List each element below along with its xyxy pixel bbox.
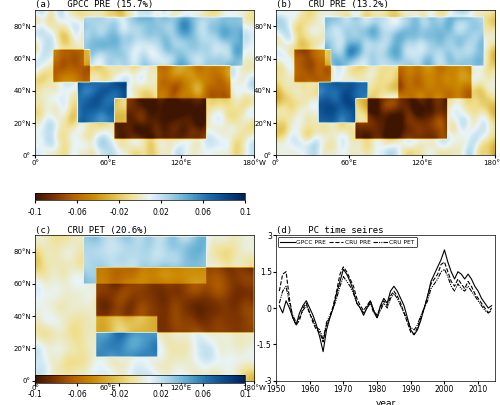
Text: (b)   CRU PRE (13.2%): (b) CRU PRE (13.2%) bbox=[276, 0, 389, 9]
Line: CRU PET: CRU PET bbox=[280, 269, 492, 339]
Line: CRU PRE: CRU PRE bbox=[280, 262, 492, 342]
CRU PET bbox=[304, 303, 310, 308]
CRU PRE bbox=[398, 301, 404, 306]
CRU PRE bbox=[368, 298, 374, 303]
CRU PET bbox=[384, 306, 390, 311]
GPCC PRE bbox=[488, 303, 494, 308]
CRU PET bbox=[488, 308, 494, 313]
GPCC PRE bbox=[398, 296, 404, 301]
CRU PET bbox=[368, 301, 374, 306]
CRU PRE bbox=[418, 315, 424, 320]
GPCC PRE bbox=[304, 298, 310, 303]
CRU PET bbox=[418, 313, 424, 318]
Line: GPCC PRE: GPCC PRE bbox=[280, 250, 492, 352]
CRU PRE bbox=[414, 325, 420, 330]
GPCC PRE bbox=[320, 349, 326, 354]
CRU PET bbox=[276, 301, 282, 306]
GPCC PRE bbox=[442, 247, 448, 252]
GPCC PRE bbox=[414, 327, 420, 332]
GPCC PRE bbox=[368, 298, 374, 303]
CRU PET bbox=[398, 303, 404, 308]
CRU PET bbox=[442, 267, 448, 272]
GPCC PRE bbox=[276, 303, 282, 308]
CRU PRE bbox=[276, 289, 282, 294]
Text: (a)   GPCC PRE (15.7%): (a) GPCC PRE (15.7%) bbox=[35, 0, 153, 9]
CRU PRE bbox=[320, 339, 326, 344]
Legend: GPCC PRE, CRU PRE, CRU PET: GPCC PRE, CRU PRE, CRU PET bbox=[278, 237, 417, 247]
Text: (c)   CRU PET (20.6%): (c) CRU PET (20.6%) bbox=[35, 226, 148, 234]
CRU PRE bbox=[304, 301, 310, 306]
CRU PRE bbox=[442, 260, 448, 264]
GPCC PRE bbox=[418, 318, 424, 322]
CRU PET bbox=[320, 337, 326, 342]
CRU PRE bbox=[384, 303, 390, 308]
Text: (d)   PC time seires: (d) PC time seires bbox=[276, 226, 384, 234]
GPCC PRE bbox=[384, 301, 390, 306]
CRU PRE bbox=[488, 306, 494, 311]
CRU PET bbox=[414, 322, 420, 327]
X-axis label: year: year bbox=[376, 399, 396, 405]
